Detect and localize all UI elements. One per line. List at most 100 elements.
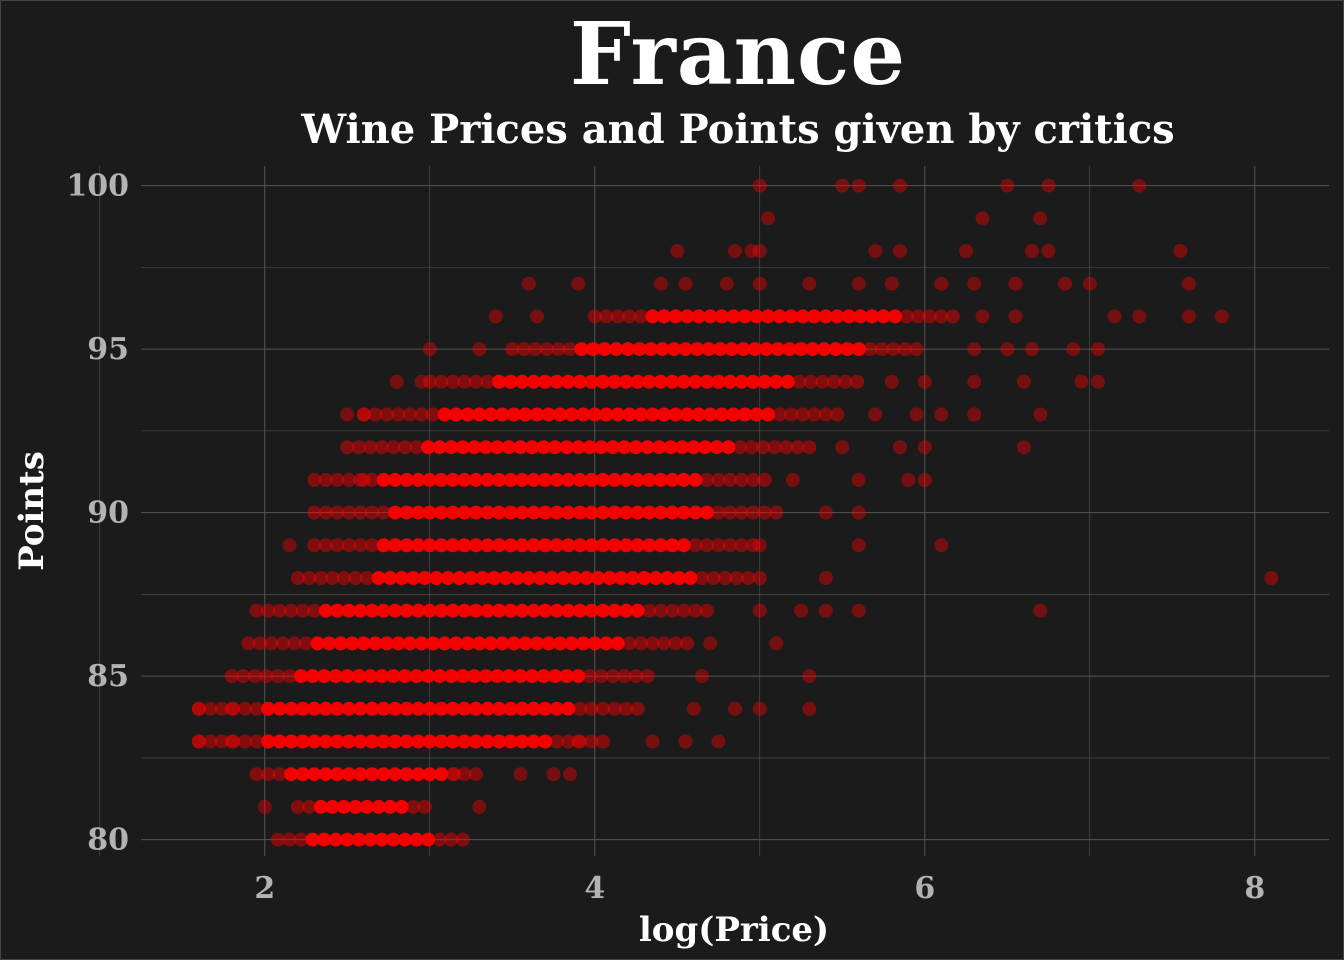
data-point <box>421 440 436 455</box>
data-point <box>437 636 452 651</box>
data-point <box>290 799 305 814</box>
data-point <box>1033 407 1048 422</box>
data-point <box>455 832 470 847</box>
data-point <box>561 538 576 553</box>
data-point <box>538 701 553 716</box>
data-point <box>368 636 383 651</box>
data-point <box>850 374 865 389</box>
data-point <box>596 472 610 487</box>
data-point <box>360 571 374 585</box>
data-point <box>653 505 668 520</box>
data-point <box>492 505 506 520</box>
data-point <box>629 440 643 455</box>
x-tick-label: 2 <box>254 871 275 906</box>
data-point <box>607 701 622 716</box>
data-point <box>756 440 771 455</box>
data-point <box>488 309 503 324</box>
data-point <box>541 407 556 422</box>
data-point <box>607 374 622 389</box>
data-point <box>1066 342 1081 357</box>
x-tick-label: 6 <box>914 871 935 906</box>
data-point <box>549 538 564 553</box>
data-point <box>336 571 351 585</box>
data-point <box>249 603 264 618</box>
data-point <box>1181 309 1196 324</box>
data-point <box>699 538 714 553</box>
data-point <box>584 734 599 749</box>
data-point <box>284 734 299 749</box>
data-point <box>330 538 345 553</box>
data-point <box>351 669 366 684</box>
data-point <box>203 734 218 749</box>
data-point <box>521 571 536 585</box>
data-point <box>356 407 371 422</box>
data-point <box>310 636 325 651</box>
data-point <box>468 767 483 782</box>
data-point <box>313 571 328 585</box>
data-point <box>480 505 495 520</box>
y-axis-ticks: 80 85 90 95 100 <box>66 169 129 858</box>
data-point <box>835 440 850 455</box>
data-point <box>444 669 459 684</box>
data-point <box>975 309 990 324</box>
data-point <box>224 701 239 716</box>
data-point <box>538 734 553 749</box>
data-point <box>513 440 528 455</box>
data-point <box>805 342 820 357</box>
data-point <box>549 472 564 487</box>
data-point <box>734 374 749 389</box>
data-point <box>526 505 541 520</box>
data-point <box>752 701 767 716</box>
data-point <box>610 309 625 324</box>
data-point <box>515 374 530 389</box>
data-point <box>851 603 866 618</box>
data-point <box>434 374 449 389</box>
data-point <box>353 734 368 749</box>
data-point <box>444 832 459 847</box>
data-point <box>726 309 741 324</box>
data-point <box>794 603 808 618</box>
data-point <box>561 734 576 749</box>
data-point <box>533 571 548 585</box>
data-point <box>467 669 482 684</box>
data-point <box>620 342 635 357</box>
data-point <box>503 734 518 749</box>
data-point <box>348 571 363 585</box>
data-point <box>718 571 733 585</box>
data-point <box>761 407 775 422</box>
data-point <box>759 342 774 357</box>
x-tick-label: 8 <box>1244 871 1265 906</box>
data-point <box>749 407 764 422</box>
data-point <box>363 832 378 847</box>
data-point <box>376 505 391 520</box>
data-point <box>851 472 866 487</box>
data-point <box>386 440 401 455</box>
data-point <box>261 701 276 716</box>
data-point <box>376 701 391 716</box>
data-point <box>480 603 495 618</box>
data-point <box>665 603 680 618</box>
data-point <box>411 734 426 749</box>
data-point <box>726 407 741 422</box>
data-point <box>619 538 634 553</box>
data-point <box>272 734 287 749</box>
data-point <box>432 832 447 847</box>
data-point <box>1058 276 1072 291</box>
data-point <box>538 505 553 520</box>
data-point <box>665 538 680 553</box>
data-point <box>411 603 426 618</box>
data-point <box>353 538 368 553</box>
data-point <box>703 309 718 324</box>
data-point <box>794 342 808 357</box>
data-point <box>515 603 530 618</box>
data-point <box>564 636 579 651</box>
data-point <box>398 832 412 847</box>
data-point <box>318 734 333 749</box>
data-point <box>432 440 447 455</box>
data-point <box>688 505 703 520</box>
data-point <box>640 440 655 455</box>
data-point <box>264 636 279 651</box>
data-point <box>828 342 843 357</box>
data-point <box>455 669 470 684</box>
data-point <box>802 440 817 455</box>
